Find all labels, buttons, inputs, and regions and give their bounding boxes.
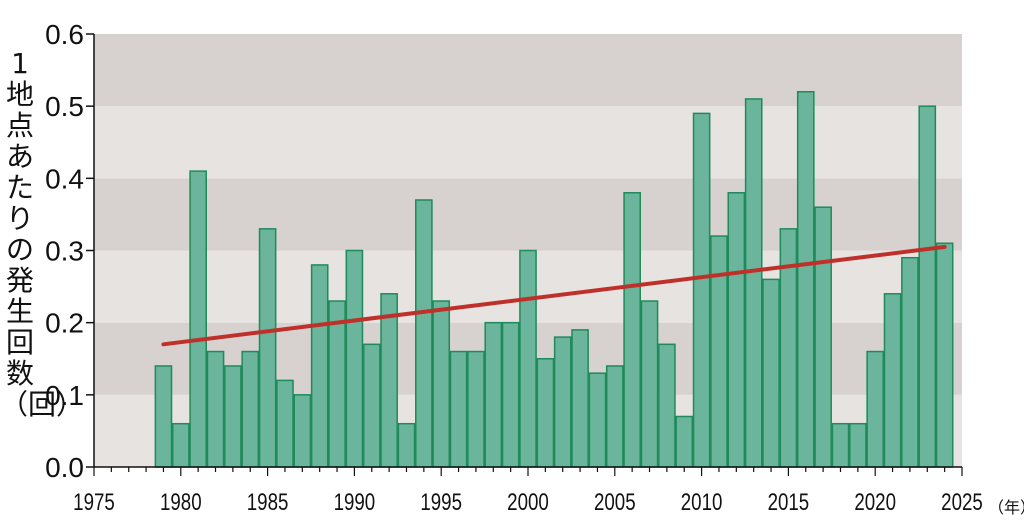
bar	[727, 192, 746, 468]
bar	[605, 365, 624, 468]
x-tick-label: 2010	[681, 489, 723, 516]
bar	[536, 358, 555, 468]
y-tick-label: 0.3	[45, 236, 84, 267]
y-tick-label: 0.5	[45, 91, 84, 122]
bar	[501, 321, 520, 468]
axes	[86, 33, 963, 476]
x-tick-label: 1995	[420, 489, 462, 516]
x-tick-label: 2005	[594, 489, 636, 516]
grid-band	[94, 106, 962, 179]
bar	[258, 228, 277, 468]
bar	[415, 199, 433, 468]
bar	[293, 394, 312, 468]
bar	[658, 343, 676, 468]
bar	[484, 321, 503, 468]
x-tick-label: 1990	[334, 489, 376, 516]
bar	[710, 235, 728, 468]
bar	[362, 343, 381, 468]
bar	[640, 300, 659, 468]
y-tick-labels: 0.0 0.1 0.2 0.3 0.4 0.5 0.6	[45, 19, 84, 483]
bar	[276, 379, 294, 468]
trend-line	[161, 244, 947, 347]
bar	[154, 365, 173, 468]
x-tick-label: 2020	[854, 489, 896, 516]
y-tick-label: 0.6	[45, 19, 84, 50]
y-tick-label: 0.0	[45, 452, 84, 483]
grid-band	[94, 34, 962, 107]
bar	[310, 264, 329, 468]
bar	[241, 350, 260, 468]
bar	[918, 105, 937, 468]
bar	[553, 336, 572, 468]
bar	[171, 422, 190, 468]
bar	[571, 329, 589, 468]
bar	[224, 365, 242, 468]
x-tick-labels: 1975 1980 1985 1990 1995 2000 2005 2010 2015 2020…	[73, 489, 983, 516]
bar	[432, 300, 451, 468]
trend-line-group	[161, 244, 947, 347]
bar	[849, 422, 867, 468]
x-unit-label: （年）	[988, 499, 1024, 517]
bar	[467, 350, 485, 468]
bar	[588, 372, 607, 468]
x-tick-label: 1975	[73, 489, 115, 516]
bar	[189, 170, 207, 468]
bar	[623, 192, 641, 468]
bar	[744, 98, 763, 468]
bar	[814, 206, 832, 468]
bar	[380, 293, 398, 468]
bar	[328, 300, 346, 468]
y-tick-label: 0.4	[45, 163, 84, 194]
bar	[345, 249, 364, 468]
x-tick-label: 2025	[941, 489, 983, 516]
x-tick-label: 1985	[247, 489, 289, 516]
bar	[692, 112, 711, 468]
bar	[831, 422, 850, 468]
y-axis-label: 1地点あたりの発生回数（回）	[0, 47, 85, 421]
x-tick-label: 1980	[160, 489, 202, 516]
bar	[449, 350, 468, 468]
bar	[935, 242, 954, 468]
bar	[762, 278, 780, 468]
bar	[519, 249, 537, 468]
bar	[883, 293, 902, 468]
x-tick-label: 2000	[507, 489, 549, 516]
bar	[397, 422, 416, 468]
y-tick-label: 0.2	[45, 308, 84, 339]
bar	[796, 90, 815, 468]
y-tick-label: 0.1	[45, 380, 84, 411]
bar	[866, 350, 885, 468]
bar	[901, 256, 919, 468]
x-tick-label: 2015	[768, 489, 810, 516]
bar	[206, 350, 225, 468]
bar	[675, 415, 694, 468]
